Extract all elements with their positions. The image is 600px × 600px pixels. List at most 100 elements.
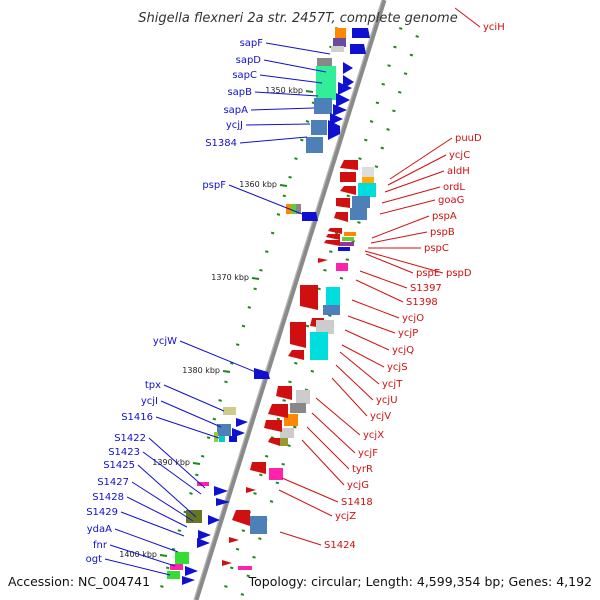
tick-mark bbox=[323, 268, 327, 272]
gene-leader-line bbox=[148, 437, 206, 489]
gene-leader-line bbox=[347, 315, 396, 334]
gene-leader-line bbox=[254, 91, 319, 97]
tick-mark bbox=[392, 109, 396, 113]
tick-mark bbox=[381, 82, 386, 86]
tick-mark bbox=[299, 138, 304, 142]
gene-label[interactable]: sapA bbox=[223, 105, 248, 116]
gene-label[interactable]: fnr bbox=[93, 540, 108, 551]
gene-label[interactable]: S1425 bbox=[103, 460, 135, 471]
tick-mark bbox=[247, 306, 252, 309]
tick-mark bbox=[240, 593, 245, 596]
gene-label[interactable]: ycjZ bbox=[335, 511, 356, 522]
gene-label[interactable]: ycjP bbox=[398, 328, 418, 339]
gene-label[interactable]: S1422 bbox=[114, 433, 146, 444]
gene-leader-line bbox=[278, 489, 333, 517]
tick-mark bbox=[288, 175, 292, 179]
tick-mark bbox=[241, 529, 246, 533]
gene-leader-line bbox=[279, 531, 322, 546]
gene-label[interactable]: ycjF bbox=[358, 448, 378, 459]
gene-label[interactable]: S1397 bbox=[410, 283, 442, 294]
gene-label[interactable]: ycjQ bbox=[392, 345, 414, 356]
gene-label[interactable]: tpx bbox=[145, 380, 161, 391]
tick-mark bbox=[253, 287, 257, 291]
gene-leader-line bbox=[120, 511, 185, 537]
gene-label[interactable]: ycjI bbox=[141, 396, 158, 407]
gene-label[interactable]: sapD bbox=[236, 55, 262, 66]
gene-label[interactable]: S1423 bbox=[108, 447, 140, 458]
kbp-marker-tick bbox=[305, 90, 314, 93]
gene-leader-line bbox=[311, 412, 356, 454]
kbp-marker-tick bbox=[159, 554, 168, 557]
tick-mark bbox=[305, 120, 310, 123]
gene-label[interactable]: ycjS bbox=[387, 362, 408, 373]
tick-mark bbox=[224, 585, 228, 588]
tick-mark bbox=[281, 462, 285, 466]
gene-leader-line bbox=[228, 184, 303, 215]
tick-mark bbox=[224, 380, 228, 384]
tick-mark bbox=[329, 250, 333, 254]
gene-label[interactable]: pspB bbox=[430, 227, 455, 238]
gene-label[interactable]: S1424 bbox=[324, 540, 356, 551]
gene-leader-line bbox=[370, 231, 428, 244]
gene-label[interactable]: S1418 bbox=[341, 497, 373, 508]
gene-label[interactable]: ycjX bbox=[363, 430, 384, 441]
gene-label[interactable]: S1398 bbox=[406, 297, 438, 308]
tick-mark bbox=[265, 250, 269, 254]
tick-mark bbox=[218, 399, 222, 402]
gene-label[interactable]: aldH bbox=[447, 166, 470, 177]
gene-leader-line bbox=[344, 329, 390, 351]
gene-label[interactable]: pspA bbox=[432, 211, 457, 222]
forward-gene-labels: sapF sapD sapC sapB sapA ycjJ S1384 pspF ycjW tpx… bbox=[86, 38, 331, 576]
gene-label[interactable]: sapF bbox=[240, 38, 264, 49]
tick-mark bbox=[305, 324, 310, 328]
tick-mark bbox=[259, 473, 263, 477]
gene-label[interactable]: pspC bbox=[424, 243, 449, 254]
gene-label[interactable]: S1427 bbox=[97, 477, 129, 488]
gene-label[interactable]: ycjJ bbox=[226, 120, 243, 131]
map-title: Shigella flexneri 2a str. 2457T, complet… bbox=[138, 11, 457, 26]
gene-label[interactable]: yciH bbox=[483, 22, 505, 33]
tick-mark bbox=[177, 529, 182, 533]
gene-label[interactable]: ycjU bbox=[376, 395, 398, 406]
tick-mark bbox=[403, 72, 408, 76]
tick-mark bbox=[253, 492, 257, 495]
gene-label[interactable]: ycjO bbox=[402, 313, 424, 324]
tick-mark bbox=[369, 120, 374, 123]
gene-label[interactable]: pspE bbox=[416, 268, 440, 279]
gene-leader-line bbox=[381, 186, 441, 204]
gene-label[interactable]: ycjC bbox=[449, 150, 470, 161]
gene-label[interactable]: sapC bbox=[232, 70, 257, 81]
gene-label[interactable]: pspF bbox=[202, 180, 226, 191]
gene-leader-line bbox=[114, 528, 179, 553]
gene-label[interactable]: pspD bbox=[446, 268, 472, 279]
gene-label[interactable]: ycjW bbox=[153, 336, 177, 347]
gene-leader-line bbox=[389, 137, 453, 180]
gene-leader-line bbox=[364, 250, 444, 274]
gene-leader-line bbox=[259, 74, 323, 84]
kbp-marker-label: 1380 kbp bbox=[182, 366, 220, 375]
gene-label[interactable]: S1416 bbox=[121, 412, 153, 423]
gene-label[interactable]: ycjT bbox=[382, 379, 403, 390]
gene-label[interactable]: goaG bbox=[438, 195, 464, 206]
gene-label[interactable]: S1384 bbox=[205, 138, 237, 149]
kbp-marker-tick bbox=[251, 277, 260, 280]
gene-leader-line bbox=[131, 481, 194, 522]
gene-label[interactable]: puuD bbox=[455, 133, 482, 144]
tick-mark bbox=[235, 547, 240, 551]
gene-label[interactable]: ogt bbox=[86, 554, 102, 565]
tick-mark bbox=[275, 481, 280, 485]
gene-leader-line bbox=[263, 59, 327, 73]
gene-label[interactable]: ycjG bbox=[347, 480, 369, 491]
gene-label[interactable]: tyrR bbox=[352, 464, 373, 475]
tick-mark bbox=[282, 399, 286, 402]
gene-label[interactable]: sapB bbox=[227, 87, 252, 98]
gene-label[interactable]: S1429 bbox=[86, 507, 118, 518]
gene-label[interactable]: S1428 bbox=[92, 492, 124, 503]
gene-label[interactable]: ycjV bbox=[370, 411, 391, 422]
gene-label[interactable]: ydaA bbox=[87, 524, 112, 535]
tick-mark bbox=[346, 194, 351, 198]
gene-label[interactable]: ordL bbox=[443, 182, 465, 193]
reverse-gene-labels: yciH puuD ycjC aldH ordL goaG pspA pspB pspC pspE… bbox=[278, 7, 505, 551]
tick-mark bbox=[334, 231, 339, 235]
tick-mark bbox=[165, 566, 170, 570]
